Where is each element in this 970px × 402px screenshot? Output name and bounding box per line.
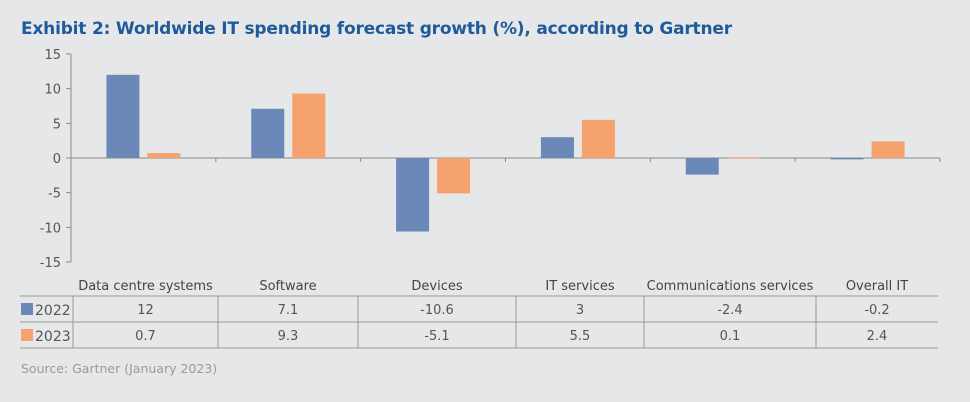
- table-value-cell: 2.4: [867, 329, 888, 344]
- table-value-cell: -2.4: [717, 303, 742, 318]
- chart-title: Exhibit 2: Worldwide IT spending forecas…: [21, 19, 732, 39]
- source-note: Source: Gartner (January 2023): [21, 361, 218, 376]
- y-tick-label: 0: [53, 152, 61, 167]
- y-tick-label: -15: [40, 256, 61, 271]
- y-tick-label: -5: [48, 187, 61, 202]
- table-value-cell: 12: [137, 303, 154, 318]
- bar-2023-3: [581, 119, 615, 158]
- table-header-cell: Devices: [411, 279, 462, 294]
- table-header-cell: Overall IT: [846, 279, 908, 294]
- legend-label-2023: 2023: [35, 329, 71, 345]
- table-value-cell: 3: [576, 303, 584, 318]
- table-value-cell: -10.6: [420, 303, 454, 318]
- legend-label-2022: 2022: [35, 303, 71, 319]
- table-value-cell: 9.3: [278, 329, 299, 344]
- y-tick-label: -10: [40, 221, 61, 236]
- y-tick-label: 10: [44, 83, 61, 98]
- table-value-cell: -0.2: [864, 303, 889, 318]
- table-header-cell: IT services: [545, 279, 614, 294]
- y-tick-label: 5: [53, 117, 61, 132]
- bar-2022-1: [251, 108, 285, 158]
- bar-2022-2: [396, 158, 430, 232]
- bar-2022-3: [540, 137, 574, 158]
- table-header-cell: Software: [259, 279, 316, 294]
- table-header-cell: Communications services: [647, 279, 814, 294]
- table-header-cell: Data centre systems: [78, 279, 213, 294]
- bar-2023-1: [292, 93, 326, 158]
- y-tick-label: 15: [44, 48, 61, 63]
- bar-2022-4: [685, 158, 719, 175]
- table-value-cell: 0.1: [720, 329, 741, 344]
- table-value-cell: -5.1: [424, 329, 449, 344]
- legend-swatch-2022: [21, 303, 33, 315]
- bar-2023-4: [726, 157, 760, 159]
- bar-2022-0: [106, 74, 140, 158]
- bar-2022-5: [830, 158, 864, 160]
- bar-2023-2: [437, 158, 471, 194]
- bar-2023-0: [147, 153, 181, 158]
- bar-2023-5: [871, 141, 905, 158]
- legend-swatch-2023: [21, 329, 33, 341]
- table-value-cell: 5.5: [570, 329, 591, 344]
- table-value-cell: 7.1: [278, 303, 299, 318]
- table-value-cell: 0.7: [135, 329, 156, 344]
